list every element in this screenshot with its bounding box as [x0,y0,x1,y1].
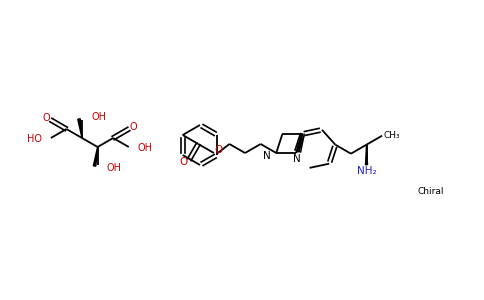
Text: O: O [215,145,223,155]
Polygon shape [365,145,367,165]
Text: O: O [130,122,137,132]
Text: O: O [179,157,187,166]
Text: OH: OH [106,163,121,173]
Text: Chiral: Chiral [418,188,444,196]
Text: NH₂: NH₂ [357,166,377,176]
Text: OH: OH [91,112,106,122]
Text: OH: OH [138,143,153,153]
Polygon shape [93,147,98,166]
Text: CH₃: CH₃ [384,131,400,140]
Text: N: N [293,154,301,164]
Text: N: N [263,151,271,161]
Text: O: O [42,113,50,123]
Polygon shape [78,119,82,138]
Text: HO: HO [27,134,42,144]
